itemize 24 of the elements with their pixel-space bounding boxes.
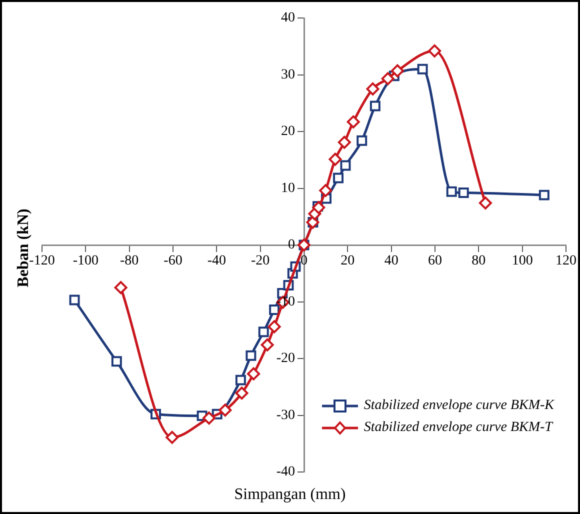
x-tick-label: 0 xyxy=(300,254,308,269)
x-tick-label: -100 xyxy=(72,254,99,269)
y-tick-label: 0 xyxy=(288,238,295,253)
legend-label: Stabilized envelope curve BKM-K xyxy=(364,398,554,414)
y-tick-label: -40 xyxy=(276,464,295,480)
x-tick-label: 80 xyxy=(472,254,486,269)
x-tick-label: -60 xyxy=(164,254,182,269)
y-tick-label: 40 xyxy=(281,10,295,26)
x-tick-label: 100 xyxy=(512,254,533,269)
y-tick-label: 10 xyxy=(281,180,295,196)
y-tick-label: 20 xyxy=(281,124,295,140)
y-tick-label: -20 xyxy=(276,351,295,366)
x-tick-label: -40 xyxy=(207,254,226,269)
x-tick-label: 120 xyxy=(556,254,576,269)
y-tick-label: -30 xyxy=(276,408,295,423)
x-tick-label: 60 xyxy=(428,254,442,269)
x-tick-label: 20 xyxy=(340,254,355,269)
x-tick-label: -80 xyxy=(120,254,139,269)
legend-label: Stabilized envelope curve BKM-T xyxy=(364,420,552,436)
y-tick-label: 30 xyxy=(281,67,295,82)
x-tick-label: 40 xyxy=(384,254,398,269)
x-axis-title: Simpangan (mm) xyxy=(233,486,347,504)
x-tick-label: -20 xyxy=(250,254,270,269)
x-tick-label: -120 xyxy=(29,254,55,269)
